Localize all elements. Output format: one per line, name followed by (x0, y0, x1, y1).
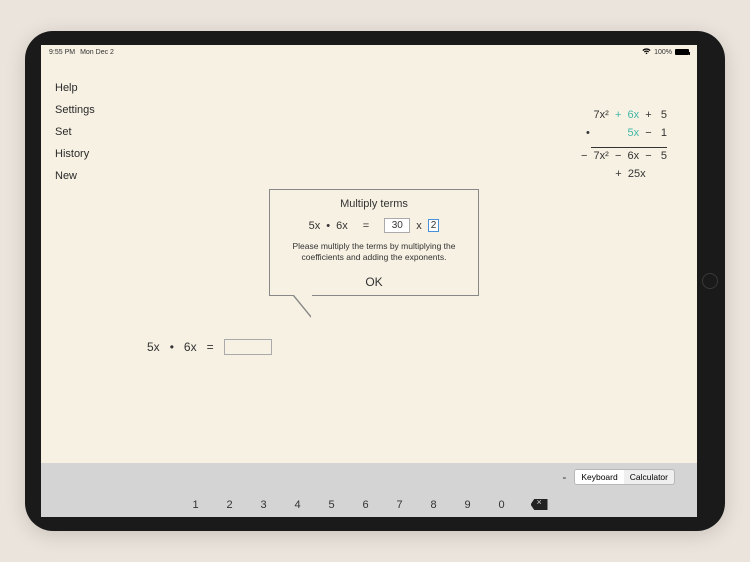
poly-term: 5 (661, 109, 667, 121)
poly-op: + (645, 109, 651, 121)
key-6[interactable]: 6 (361, 499, 371, 511)
minus-key[interactable]: - (562, 470, 566, 484)
number-keys: 1 2 3 4 5 6 7 8 9 0 (41, 499, 697, 511)
dialog-title: Multiply terms (282, 198, 466, 210)
dialog-help-text: Please multiply the terms by multiplying… (282, 241, 466, 264)
key-1[interactable]: 1 (191, 499, 201, 511)
polynomial-work: 7x² + 6x + 5 • 5x − 1 − 7x² (581, 109, 667, 186)
poly-row-3: − 7x² − 6x − 5 (581, 150, 667, 168)
dialog-eq: = (363, 220, 369, 232)
poly-row-4: + 25x (581, 168, 667, 186)
status-date: Mon Dec 2 (80, 49, 114, 56)
poly-term: 1 (661, 127, 667, 139)
dialog-term-a: 5x (309, 220, 321, 232)
help-dialog: Multiply terms 5x • 6x = 30 x 2 Please m… (269, 189, 479, 296)
poly-term: 6x (628, 150, 640, 162)
eq-dot: • (170, 340, 174, 354)
exponent-input[interactable]: 2 (428, 219, 440, 232)
poly-term: 7x² (594, 109, 609, 121)
dialog-ok-button[interactable]: OK (282, 272, 466, 289)
status-time: 9:55 PM (49, 49, 75, 56)
menu-new[interactable]: New (55, 165, 95, 187)
menu-settings[interactable]: Settings (55, 99, 95, 121)
eq-equals: = (207, 340, 214, 354)
dialog-expression: 5x • 6x = 30 x 2 (282, 218, 466, 233)
key-2[interactable]: 2 (225, 499, 235, 511)
poly-op: − (645, 150, 651, 162)
poly-op-dot: • (582, 127, 594, 139)
dialog-dot: • (326, 220, 330, 232)
poly-op: − (615, 150, 621, 162)
menu-history[interactable]: History (55, 143, 95, 165)
key-7[interactable]: 7 (395, 499, 405, 511)
poly-row-1: 7x² + 6x + 5 (581, 109, 667, 127)
poly-term: 25x (628, 168, 646, 180)
poly-term: 6x (628, 109, 640, 121)
tablet-frame: 9:55 PM Mon Dec 2 100% Help Settings Set… (25, 31, 725, 531)
home-button[interactable] (702, 273, 718, 289)
dialog-term-b: 6x (336, 220, 348, 232)
poly-term: 5 (661, 150, 667, 162)
key-3[interactable]: 3 (259, 499, 269, 511)
screen: 9:55 PM Mon Dec 2 100% Help Settings Set… (41, 45, 697, 517)
coefficient-input[interactable]: 30 (384, 218, 410, 233)
key-5[interactable]: 5 (327, 499, 337, 511)
poly-op: + (615, 168, 621, 180)
wifi-icon (642, 48, 651, 57)
poly-row-2: • 5x − 1 (581, 127, 667, 145)
status-bar: 9:55 PM Mon Dec 2 100% (41, 45, 697, 59)
mode-segmented: Keyboard Calculator (574, 469, 675, 485)
battery-icon (675, 49, 689, 55)
mode-keyboard[interactable]: Keyboard (575, 470, 623, 484)
poly-term: 5x (628, 127, 640, 139)
menu-help[interactable]: Help (55, 77, 95, 99)
content-area: Help Settings Set History New 7x² + 6x +… (41, 59, 697, 463)
battery-text: 100% (654, 49, 672, 56)
poly-op: − (581, 150, 587, 162)
poly-op: + (615, 109, 621, 121)
eq-term-b: 6x (184, 340, 197, 354)
backspace-key[interactable] (531, 499, 548, 510)
menu-set[interactable]: Set (55, 121, 95, 143)
key-4[interactable]: 4 (293, 499, 303, 511)
key-8[interactable]: 8 (429, 499, 439, 511)
key-0[interactable]: 0 (497, 499, 507, 511)
eq-term-a: 5x (147, 340, 160, 354)
poly-hline (591, 147, 667, 148)
keypad: - Keyboard Calculator 1 2 3 4 5 6 7 8 9 … (41, 463, 697, 517)
menu: Help Settings Set History New (55, 77, 95, 187)
poly-op: − (645, 127, 651, 139)
bottom-equation: 5x • 6x = (147, 339, 272, 355)
mode-calculator[interactable]: Calculator (624, 470, 674, 484)
poly-term: 7x² (594, 150, 609, 162)
answer-input[interactable] (224, 339, 272, 355)
dialog-x: x (416, 220, 422, 232)
key-9[interactable]: 9 (463, 499, 473, 511)
